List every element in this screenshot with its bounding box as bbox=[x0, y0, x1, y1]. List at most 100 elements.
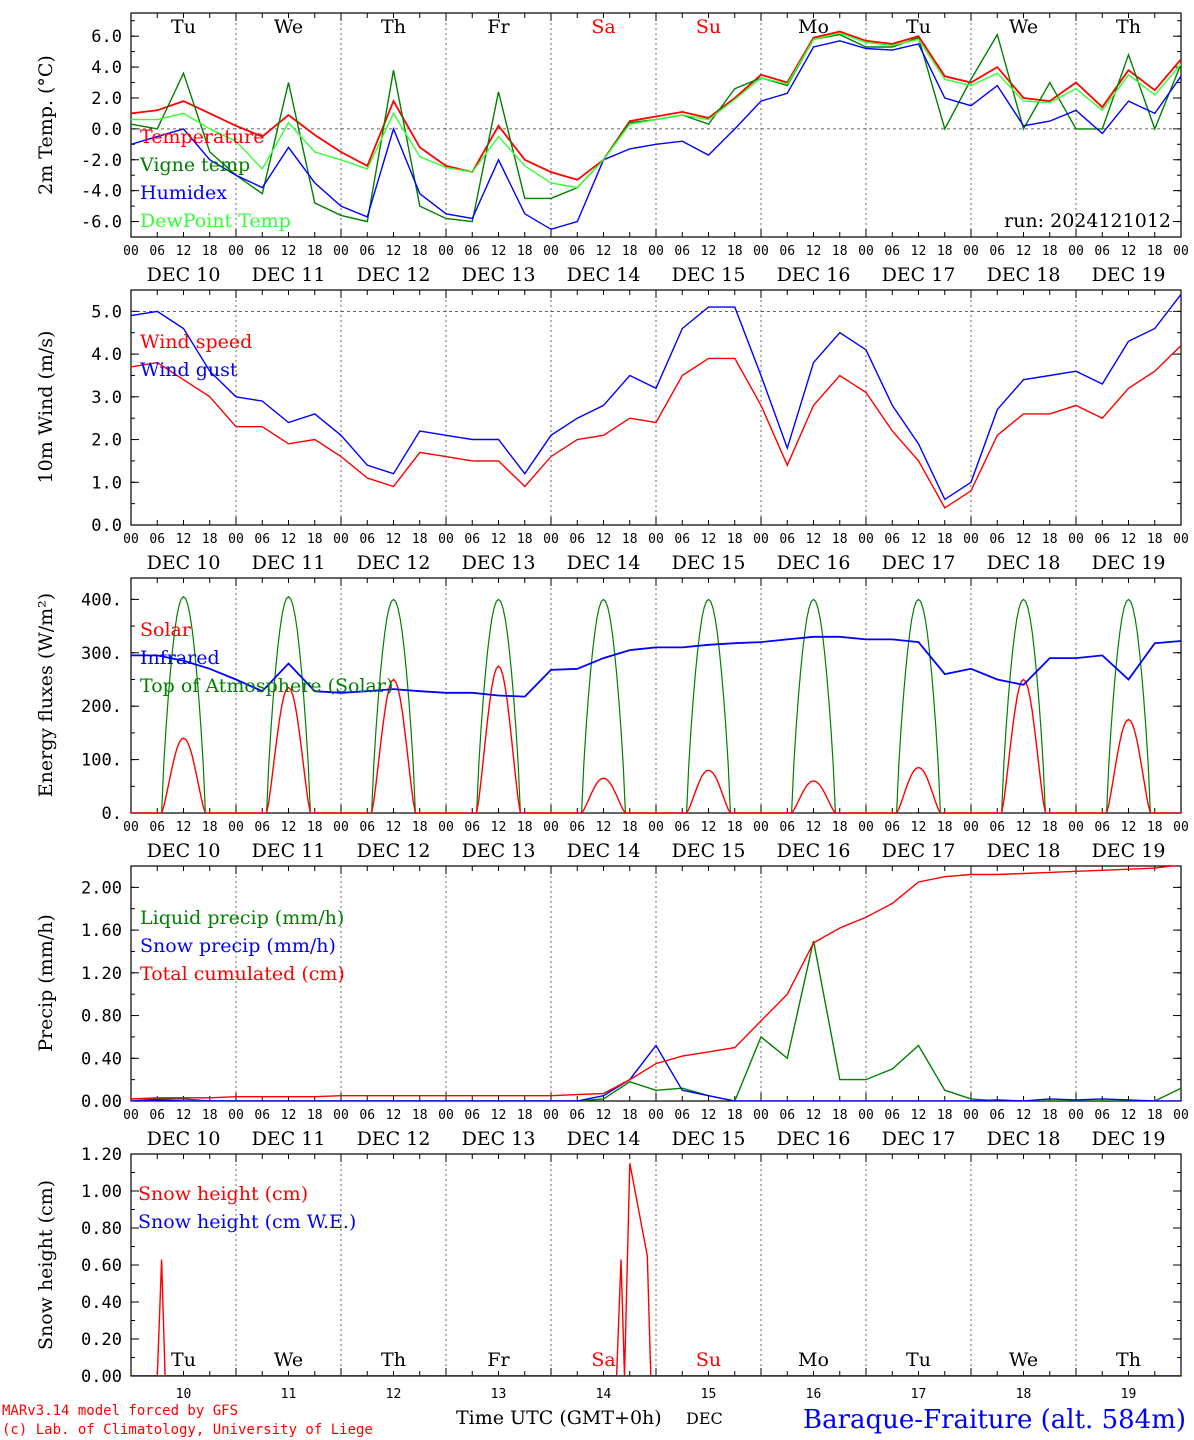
hour-tick-label: 18 bbox=[1042, 532, 1058, 547]
y-tick-label: 1.60 bbox=[81, 921, 122, 941]
hour-tick-label: 18 bbox=[727, 244, 743, 259]
hour-tick-label: 18 bbox=[412, 1108, 428, 1123]
hour-tick-label: 18 bbox=[937, 532, 953, 547]
snow-precip-mm-h-line bbox=[131, 1044, 1181, 1101]
hour-tick-label: 00 bbox=[648, 532, 664, 547]
hour-tick-label: 12 bbox=[1121, 1108, 1137, 1123]
hour-tick-label: 18 bbox=[937, 820, 953, 835]
hour-tick-label: 06 bbox=[254, 820, 270, 835]
hour-tick-label: 06 bbox=[674, 1108, 690, 1123]
hour-tick-label: 12 bbox=[491, 1108, 507, 1123]
hour-tick-label: 00 bbox=[1068, 1108, 1084, 1123]
hour-tick-label: 12 bbox=[701, 820, 717, 835]
hour-tick-label: 06 bbox=[1094, 244, 1110, 259]
hour-tick-label: 18 bbox=[1147, 532, 1163, 547]
hour-tick-label: 00 bbox=[753, 244, 769, 259]
hour-tick-label: 12 bbox=[701, 532, 717, 547]
day-label: DEC 16 bbox=[777, 552, 851, 574]
solar-line bbox=[131, 665, 1181, 813]
hour-tick-label: 18 bbox=[1042, 1108, 1058, 1123]
weekday-label: Th bbox=[381, 16, 406, 38]
day-label: DEC 10 bbox=[147, 1128, 221, 1150]
weekday-label: We bbox=[274, 16, 303, 38]
day-label: DEC 11 bbox=[252, 552, 326, 574]
day-label: DEC 10 bbox=[147, 552, 221, 574]
y-tick-label: 0.0 bbox=[91, 516, 122, 536]
legend-entry: Humidex bbox=[140, 182, 227, 204]
day-label: DEC 16 bbox=[777, 1128, 851, 1150]
hour-tick-label: 06 bbox=[149, 532, 165, 547]
hour-tick-label: 06 bbox=[1094, 1108, 1110, 1123]
infrared-line bbox=[131, 635, 1181, 698]
hour-tick-label: 06 bbox=[569, 244, 585, 259]
day-label: DEC 18 bbox=[987, 264, 1061, 286]
hour-tick-label: 12 bbox=[806, 820, 822, 835]
legend-entry: Top of Atmosphere (Solar) bbox=[140, 675, 393, 697]
hour-tick-label: 06 bbox=[989, 532, 1005, 547]
day-label: DEC 18 bbox=[987, 1128, 1061, 1150]
hour-tick-label: 18 bbox=[412, 532, 428, 547]
hour-tick-label: 06 bbox=[149, 820, 165, 835]
hour-tick-label: 18 bbox=[832, 244, 848, 259]
hour-tick-label: 12 bbox=[701, 244, 717, 259]
hour-tick-label: 06 bbox=[569, 1108, 585, 1123]
hour-tick-label: 18 bbox=[307, 244, 323, 259]
weekday-label: Sa bbox=[591, 1349, 615, 1371]
hour-tick-label: 12 bbox=[1121, 532, 1137, 547]
time-axis-label: Time UTC (GMT+0h) bbox=[456, 1407, 662, 1429]
temperature-line bbox=[131, 30, 1181, 181]
hour-tick-label: 18 bbox=[1147, 244, 1163, 259]
y-tick-label: 0.40 bbox=[81, 1049, 122, 1069]
hour-tick-label: 18 bbox=[517, 820, 533, 835]
y-tick-label: 300. bbox=[81, 644, 122, 664]
hour-tick-label: 06 bbox=[884, 244, 900, 259]
y-axis-label: Snow height (cm) bbox=[35, 1180, 57, 1350]
hour-tick-label: 18 bbox=[202, 1108, 218, 1123]
hour-tick-label: 18 bbox=[202, 532, 218, 547]
hour-tick-label: 12 bbox=[491, 532, 507, 547]
hour-tick-label: 12 bbox=[911, 1108, 927, 1123]
hour-tick-label: 00 bbox=[438, 1108, 454, 1123]
hour-tick-label: 18 bbox=[517, 532, 533, 547]
day-label: DEC 18 bbox=[987, 552, 1061, 574]
legend-entry: Total cumulated (cm) bbox=[140, 963, 345, 985]
legend-entry: Snow height (cm) bbox=[138, 1183, 308, 1205]
y-tick-label: 1.0 bbox=[91, 473, 122, 493]
y-tick-label: 6.0 bbox=[91, 27, 122, 47]
y-tick-label: 5.0 bbox=[91, 302, 122, 322]
hour-tick-label: 00 bbox=[1173, 1108, 1189, 1123]
y-tick-label: 3.0 bbox=[91, 388, 122, 408]
hour-tick-label: 12 bbox=[1016, 532, 1032, 547]
y-tick-label: 400. bbox=[81, 590, 122, 610]
hour-tick-label: 00 bbox=[123, 244, 139, 259]
hour-tick-label: 06 bbox=[464, 244, 480, 259]
hour-tick-label: 12 bbox=[176, 820, 192, 835]
y-tick-label: 0.0 bbox=[91, 120, 122, 140]
y-tick-label: 0. bbox=[102, 804, 122, 824]
legend-entry: Liquid precip (mm/h) bbox=[140, 907, 344, 929]
hour-tick-label: 18 bbox=[727, 820, 743, 835]
hour-tick-label: 00 bbox=[333, 1108, 349, 1123]
day-label: DEC 15 bbox=[672, 552, 746, 574]
hour-tick-label: 12 bbox=[281, 1108, 297, 1123]
hour-tick-label: 00 bbox=[753, 820, 769, 835]
hour-tick-label: 12 bbox=[596, 1108, 612, 1123]
y-tick-label: 2.00 bbox=[81, 878, 122, 898]
hour-tick-label: 12 bbox=[596, 244, 612, 259]
day-label: DEC 15 bbox=[672, 264, 746, 286]
legend-entry: Infrared bbox=[140, 647, 220, 669]
day-number: 14 bbox=[596, 1387, 612, 1402]
y-tick-label: 2.0 bbox=[91, 431, 122, 451]
hour-tick-label: 18 bbox=[517, 244, 533, 259]
y-tick-label: 1.20 bbox=[81, 964, 122, 984]
hour-tick-label: 00 bbox=[1068, 820, 1084, 835]
hour-tick-label: 18 bbox=[622, 820, 638, 835]
hour-tick-label: 00 bbox=[753, 1108, 769, 1123]
weekday-label: We bbox=[1009, 1349, 1038, 1371]
hour-tick-label: 00 bbox=[123, 820, 139, 835]
hour-tick-label: 18 bbox=[1147, 1108, 1163, 1123]
hour-tick-label: 00 bbox=[228, 244, 244, 259]
hour-tick-label: 00 bbox=[858, 532, 874, 547]
wind-gust-line bbox=[131, 293, 1181, 501]
day-label: DEC 14 bbox=[567, 552, 641, 574]
